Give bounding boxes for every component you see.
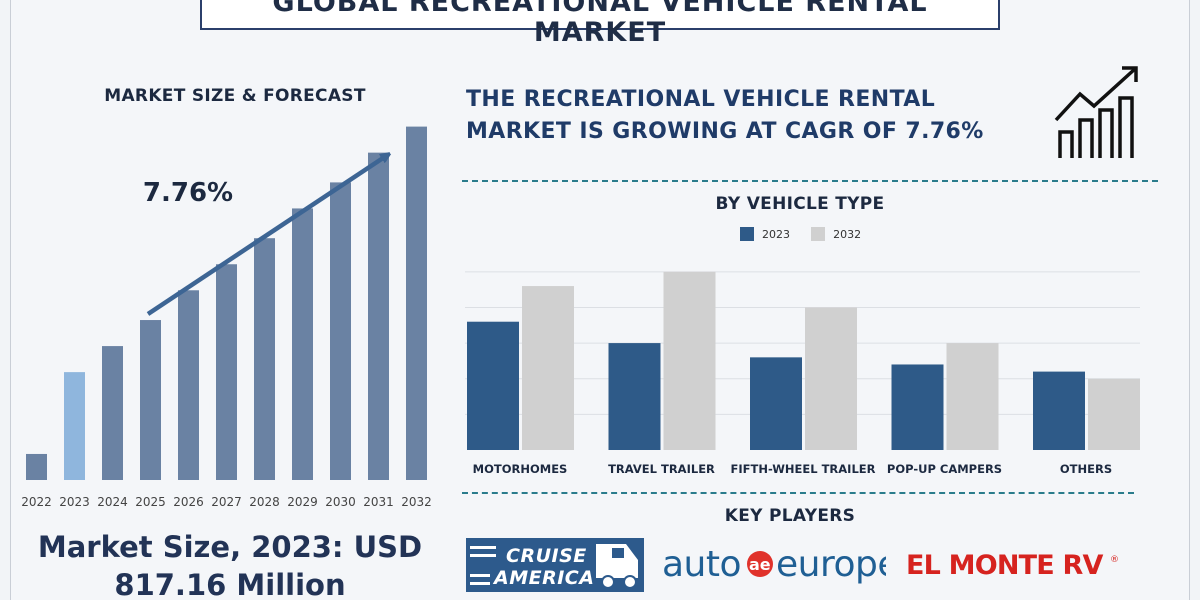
vehicle-bar-2032-pop-up-campers (946, 343, 999, 450)
key-players-title: KEY PLAYERS (724, 506, 856, 526)
svg-text:®: ® (1110, 555, 1119, 565)
forecast-tick-2025: 2025 (135, 495, 166, 509)
page-title: GLOBAL RECREATIONAL VEHICLE RENTAL MARKE… (272, 0, 928, 48)
svg-text:europe.: europe. (776, 544, 886, 585)
vehicle-bar-2023-pop-up-campers (891, 364, 944, 450)
svg-text:auto: auto (662, 544, 741, 585)
section-divider-top (462, 180, 1158, 182)
forecast-bar-2029 (292, 208, 313, 480)
forecast-bar-2025 (140, 320, 161, 480)
market-size-forecast-label: MARKET SIZE & FORECAST (104, 86, 366, 106)
forecast-bar-2032 (406, 126, 427, 480)
vehicle-chart-legend: 2023 2032 (740, 226, 940, 242)
el-monte-rv-logo: EL MONTE RV ® (906, 550, 1119, 581)
forecast-tick-2028: 2028 (249, 495, 280, 509)
vehicle-bar-2032-others (1088, 378, 1140, 450)
forecast-bar-2027 (216, 264, 237, 480)
market-size-line1: Market Size, 2023: USD (37, 530, 423, 564)
vehicle-bar-2023-fifth-wheel-trailer (750, 357, 802, 450)
forecast-bar-2031 (368, 152, 389, 480)
vehicle-bar-2032-motorhomes (522, 286, 574, 450)
legend-swatch-2023 (740, 227, 754, 241)
forecast-bar-2026 (178, 290, 199, 480)
cruise-america-logo: CRUISE AMERICA (466, 538, 644, 592)
forecast-tick-2022: 2022 (21, 495, 52, 509)
svg-text:EL MONTE RV: EL MONTE RV (906, 550, 1104, 581)
forecast-bar-2022 (26, 453, 47, 480)
vehicle-category-label: OTHERS (1060, 462, 1112, 476)
legend-item-2023: 2023 (740, 227, 790, 241)
market-size-line2: 817.16 Million (114, 568, 346, 600)
forecast-bar-2030 (330, 182, 351, 480)
forecast-tick-2026: 2026 (173, 495, 204, 509)
infographic-frame (10, 0, 1190, 600)
forecast-bar-chart: 2022 2023 2024 2025 2026 2027 2028 2029 2030 2031… (21, 126, 432, 509)
forecast-bar-2028 (254, 238, 275, 480)
title-banner: GLOBAL RECREATIONAL VEHICLE RENTAL MARKE… (200, 0, 1000, 48)
vehicle-category-label: POP-UP CAMPERS (887, 462, 1002, 476)
growth-chart-icon (1054, 66, 1138, 158)
forecast-bar-2023 (64, 372, 85, 480)
vehicle-bar-2032-fifth-wheel-trailer (805, 307, 857, 450)
headline-line2: MARKET IS GROWING AT CAGR OF 7.76% (466, 119, 984, 144)
vehicle-bar-2023-others (1033, 371, 1085, 450)
vehicle-type-bar-chart: MOTORHOMES TRAVEL TRAILER FIFTH-WHEEL TRAI… (465, 271, 1140, 476)
vehicle-bar-2032-travel-trailer (663, 271, 716, 450)
headline-line1: THE RECREATIONAL VEHICLE RENTAL (466, 87, 936, 112)
legend-label-2023: 2023 (762, 227, 790, 241)
cagr-headline: THE RECREATIONAL VEHICLE RENTAL MARKET I… (466, 84, 1046, 148)
cagr-annotation: 7.76% (142, 178, 234, 208)
svg-text:CRUISE: CRUISE (506, 545, 587, 567)
forecast-tick-2030: 2030 (325, 495, 356, 509)
vehicle-category-label: TRAVEL TRAILER (608, 462, 715, 476)
vehicle-bar-2023-travel-trailer (608, 343, 661, 450)
forecast-tick-2032: 2032 (401, 495, 432, 509)
forecast-bar-2024 (102, 346, 123, 480)
auto-europe-logo: auto ae europe. (662, 544, 886, 585)
forecast-tick-2031: 2031 (363, 495, 394, 509)
legend-item-2032: 2032 (811, 227, 861, 241)
section-divider-bottom (462, 492, 1134, 494)
legend-swatch-2032 (811, 227, 826, 241)
vehicle-category-label: FIFTH-WHEEL TRAILER (731, 462, 876, 476)
vehicle-category-label: MOTORHOMES (473, 462, 568, 476)
svg-text:ae: ae (749, 555, 771, 574)
trend-arrow (146, 156, 386, 316)
forecast-tick-2027: 2027 (211, 495, 242, 509)
forecast-tick-2029: 2029 (287, 495, 318, 509)
forecast-tick-2023: 2023 (59, 495, 90, 509)
vehicle-bar-2023-motorhomes (467, 321, 519, 450)
legend-label-2032: 2032 (833, 227, 862, 241)
market-size-text: Market Size, 2023: USD 817.16 Million (20, 528, 440, 600)
forecast-tick-2024: 2024 (97, 495, 128, 509)
svg-text:AMERICA: AMERICA (492, 567, 594, 589)
vehicle-type-title: BY VEHICLE TYPE (715, 194, 885, 214)
